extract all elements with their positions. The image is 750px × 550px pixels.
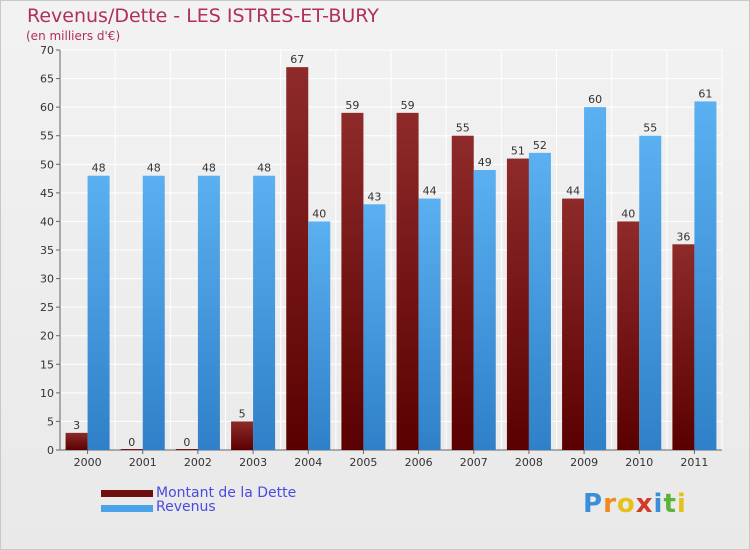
y-tick-label-70: 70 xyxy=(40,44,54,57)
data-label-revenus-2003: 48 xyxy=(257,162,271,175)
bar-dette-2008 xyxy=(506,158,529,451)
bar-revenus-2006 xyxy=(418,198,441,450)
chart-subtitle: (en milliers d'€) xyxy=(26,29,121,43)
data-label-revenus-2006: 44 xyxy=(423,185,437,198)
data-label-dette-2005: 59 xyxy=(345,99,359,112)
chart-title: Revenus/Dette - LES ISTRES-ET-BURY xyxy=(27,5,379,27)
data-label-dette-2001: 0 xyxy=(128,436,135,449)
bar-dette-2001 xyxy=(120,449,143,450)
logo-letter: i xyxy=(653,489,664,519)
bar-revenus-2008 xyxy=(528,152,551,450)
legend-label-debt: Montant de la Dette xyxy=(156,485,297,501)
bar-revenus-2011 xyxy=(694,101,717,450)
x-tick-label-2008: 2008 xyxy=(515,456,543,469)
bar-dette-2005 xyxy=(341,112,364,450)
bar-revenus-2004 xyxy=(308,221,331,450)
logo-letter: r xyxy=(603,489,617,519)
y-tick-label-65: 65 xyxy=(40,73,54,86)
data-label-revenus-2004: 40 xyxy=(312,207,326,220)
x-tick-label-2006: 2006 xyxy=(405,456,433,469)
bar-dette-2006 xyxy=(396,112,419,450)
data-label-dette-2000: 3 xyxy=(73,419,80,432)
data-label-revenus-2002: 48 xyxy=(202,162,216,175)
data-label-dette-2008: 51 xyxy=(511,145,525,158)
y-tick-label-30: 30 xyxy=(40,273,54,286)
data-label-revenus-2001: 48 xyxy=(147,162,161,175)
bar-revenus-2000 xyxy=(87,175,110,450)
bar-revenus-2010 xyxy=(639,135,662,450)
x-tick-label-2000: 2000 xyxy=(74,456,102,469)
axes xyxy=(56,49,722,454)
data-label-revenus-2005: 43 xyxy=(367,190,381,203)
bars xyxy=(65,67,717,451)
logo-letter: t xyxy=(663,489,677,519)
y-tick-label-60: 60 xyxy=(40,101,54,114)
legend-label-revenus: Revenus xyxy=(156,499,216,515)
bar-revenus-2009 xyxy=(584,107,607,451)
y-tick-label-0: 0 xyxy=(47,444,54,457)
y-tick-label-10: 10 xyxy=(40,387,54,400)
y-tick-label-35: 35 xyxy=(40,244,54,257)
bar-revenus-2005 xyxy=(363,204,386,450)
y-tick-label-45: 45 xyxy=(40,187,54,200)
legend-swatch-debt xyxy=(101,490,153,497)
data-label-dette-2003: 5 xyxy=(239,407,246,420)
logo-letter: i xyxy=(676,489,687,519)
bar-dette-2009 xyxy=(562,198,585,450)
bar-dette-2003 xyxy=(231,421,254,450)
data-label-dette-2002: 0 xyxy=(183,436,190,449)
data-label-dette-2007: 55 xyxy=(456,122,470,135)
data-label-dette-2010: 40 xyxy=(621,207,635,220)
x-tick-label-2003: 2003 xyxy=(239,456,267,469)
x-tick-label-2011: 2011 xyxy=(680,456,708,469)
x-tick-label-2010: 2010 xyxy=(625,456,653,469)
bar-dette-2004 xyxy=(286,67,309,451)
data-label-dette-2006: 59 xyxy=(401,99,415,112)
bar-revenus-2007 xyxy=(473,170,496,450)
proxiti-logo: Proxiti xyxy=(583,489,687,519)
bar-revenus-2001 xyxy=(142,175,165,450)
data-label-dette-2004: 67 xyxy=(290,53,304,66)
data-label-revenus-2009: 60 xyxy=(588,93,602,106)
data-label-dette-2009: 44 xyxy=(566,185,580,198)
y-tick-label-20: 20 xyxy=(40,330,54,343)
y-tick-label-5: 5 xyxy=(47,415,54,428)
bar-dette-2007 xyxy=(451,135,474,450)
x-tick-label-2001: 2001 xyxy=(129,456,157,469)
x-tick-label-2002: 2002 xyxy=(184,456,212,469)
logo-letter: o xyxy=(616,489,636,519)
logo-letter: x xyxy=(635,489,654,519)
bar-dette-2000 xyxy=(65,432,88,450)
bar-dette-2011 xyxy=(672,244,695,450)
x-tick-label-2005: 2005 xyxy=(349,456,377,469)
data-label-revenus-2011: 61 xyxy=(698,87,712,100)
bar-dette-2002 xyxy=(175,449,198,450)
data-label-revenus-2010: 55 xyxy=(643,122,657,135)
y-tick-label-15: 15 xyxy=(40,358,54,371)
bar-revenus-2003 xyxy=(253,175,276,450)
labels: 0510152025303540455055606570200034820010… xyxy=(40,44,712,469)
data-label-revenus-2007: 49 xyxy=(478,156,492,169)
y-tick-label-55: 55 xyxy=(40,130,54,143)
y-tick-label-40: 40 xyxy=(40,215,54,228)
bar-dette-2010 xyxy=(617,221,640,450)
x-tick-label-2009: 2009 xyxy=(570,456,598,469)
x-tick-label-2004: 2004 xyxy=(294,456,322,469)
y-tick-label-50: 50 xyxy=(40,158,54,171)
logo-letter: P xyxy=(583,489,604,519)
x-tick-label-2007: 2007 xyxy=(460,456,488,469)
data-label-revenus-2008: 52 xyxy=(533,139,547,152)
data-label-revenus-2000: 48 xyxy=(92,162,106,175)
y-tick-label-25: 25 xyxy=(40,301,54,314)
bar-revenus-2002 xyxy=(197,175,220,450)
data-label-dette-2011: 36 xyxy=(676,230,690,243)
legend-swatch-revenus xyxy=(101,505,153,512)
